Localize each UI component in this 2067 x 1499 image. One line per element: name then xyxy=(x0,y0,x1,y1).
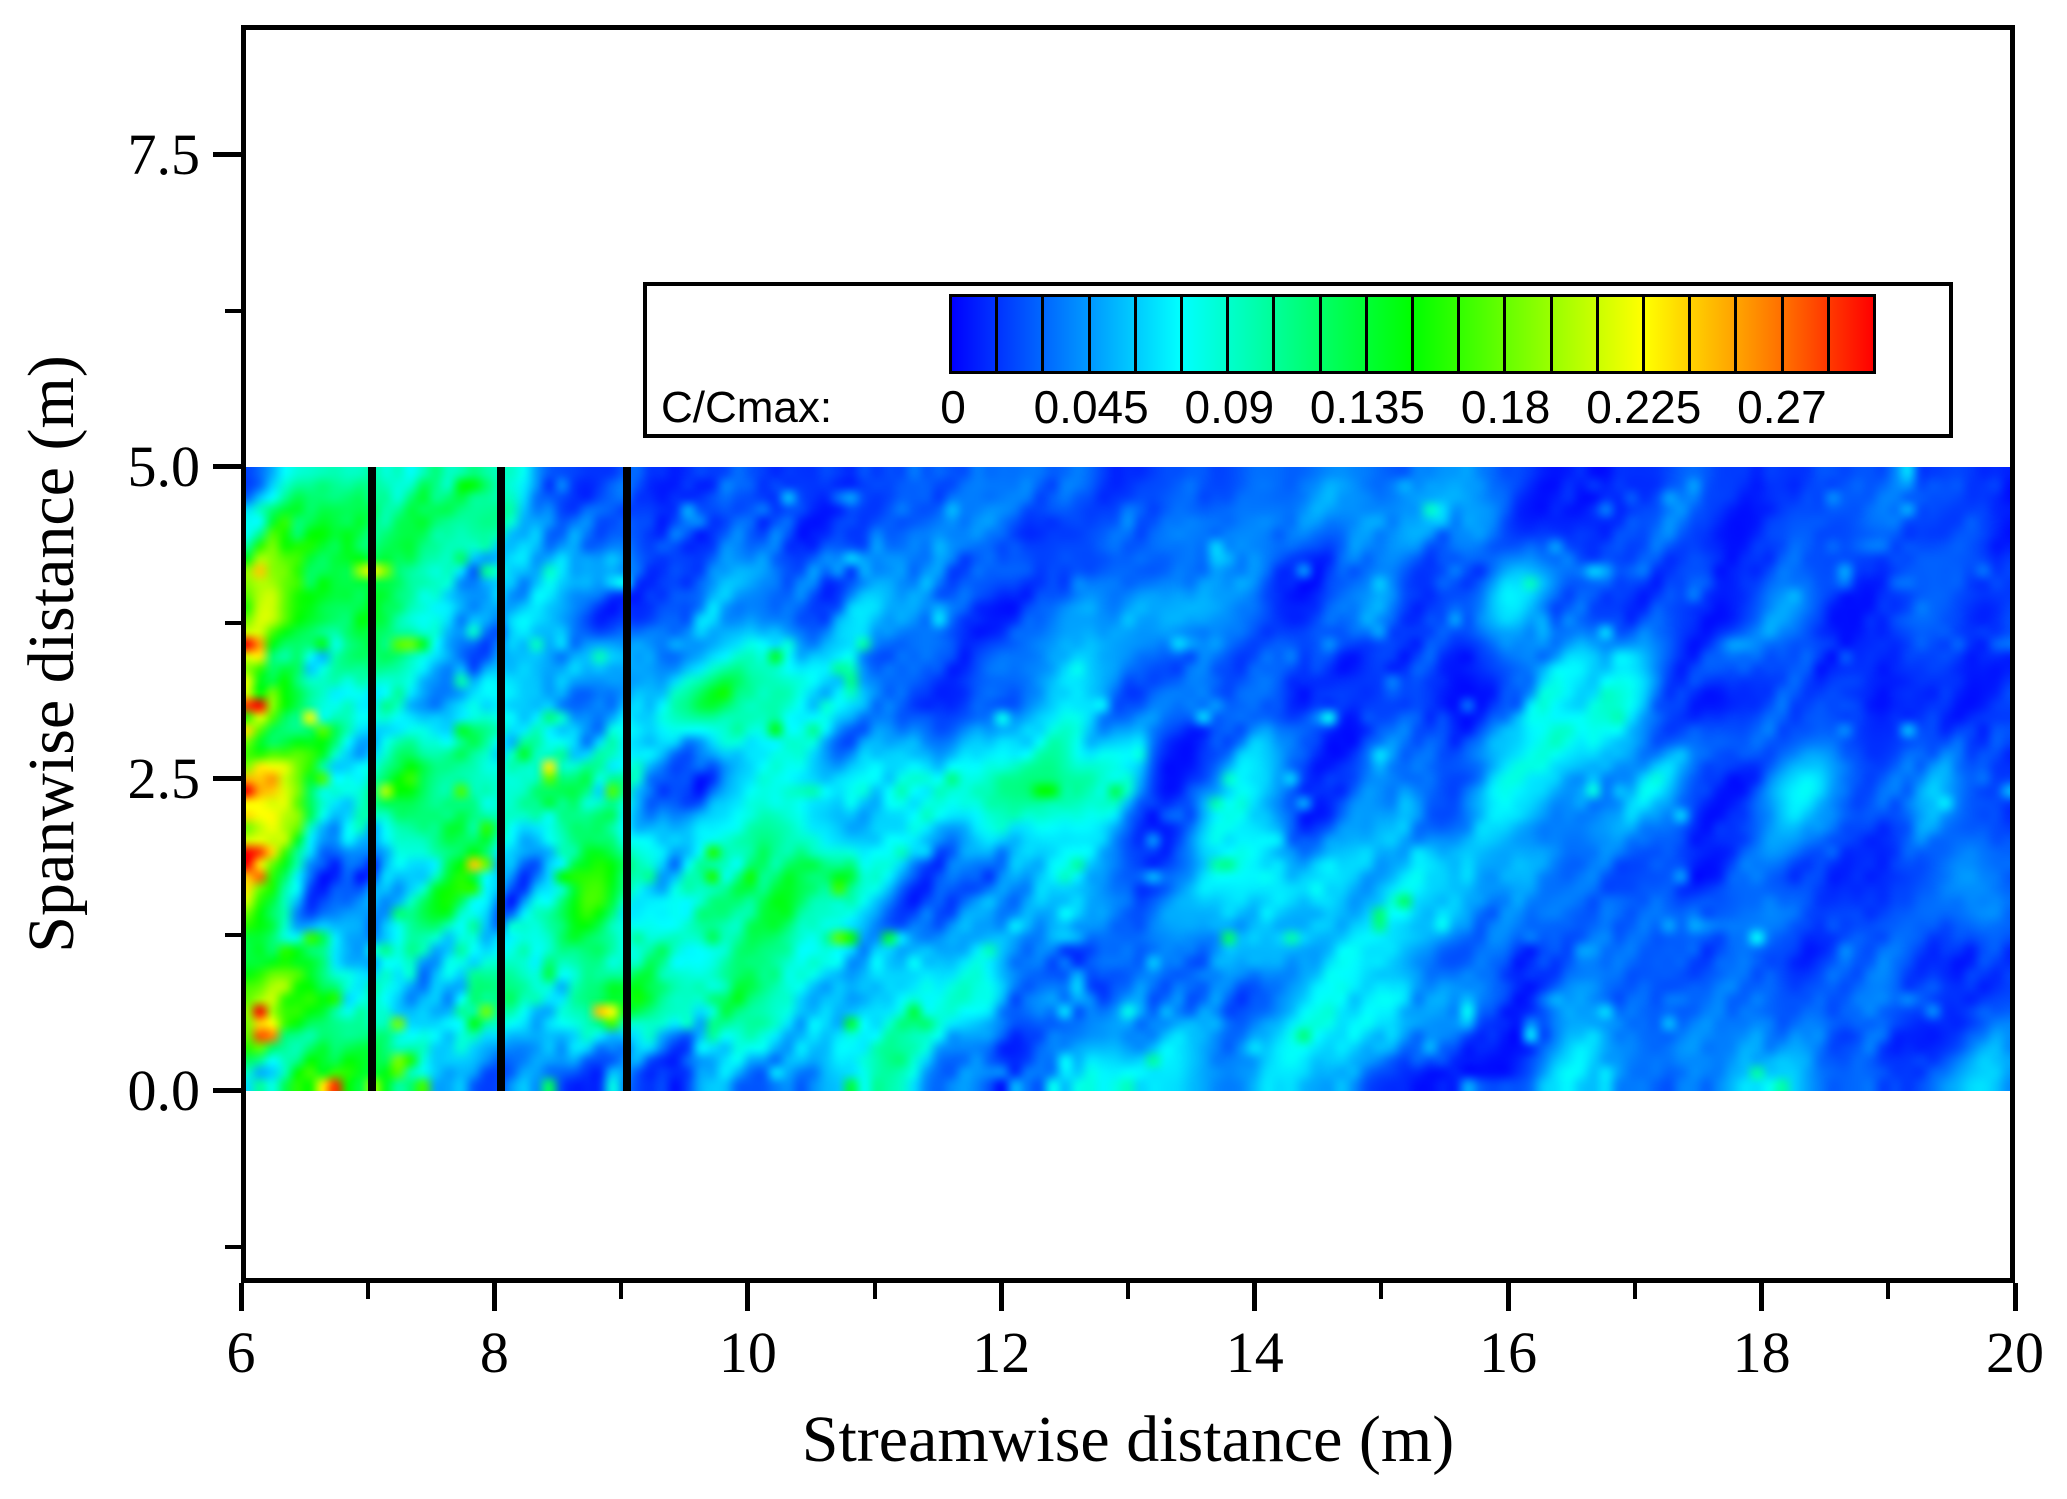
x-axis-tick-label: 12 xyxy=(972,1320,1031,1385)
marker-line xyxy=(367,467,376,1091)
colorbar-cell xyxy=(1411,297,1458,371)
colorbar-tick-label: 0.18 xyxy=(1460,381,1551,433)
colorbar-cell xyxy=(1688,297,1735,371)
x-axis-minor-tick xyxy=(619,1283,624,1299)
x-axis-title: Streamwise distance (m) xyxy=(801,1403,1455,1476)
x-axis-major-tick xyxy=(1759,1283,1765,1311)
colorbar-cell xyxy=(1780,297,1827,371)
colorbar-cell xyxy=(1549,297,1596,371)
y-axis-title: Spanwise distance (m) xyxy=(15,355,88,953)
colorbar-tick-label: 0.09 xyxy=(1184,381,1275,433)
colorbar-tick-label: 0.225 xyxy=(1586,381,1702,433)
x-axis-minor-tick xyxy=(1126,1283,1130,1299)
colorbar-cell xyxy=(1734,297,1781,371)
x-axis-major-tick xyxy=(1252,1283,1258,1311)
x-axis-minor-tick xyxy=(1632,1283,1637,1299)
colorbar-cell xyxy=(1041,297,1088,371)
colorbar-cell xyxy=(1180,297,1227,371)
x-axis-minor-tick xyxy=(1886,1283,1891,1299)
colorbar-cell xyxy=(1226,297,1273,371)
y-axis-minor-tick xyxy=(225,308,241,313)
colorbar-cell xyxy=(1364,297,1412,371)
colorbar-cell xyxy=(1272,297,1319,371)
x-axis-tick-label: 16 xyxy=(1479,1320,1538,1385)
x-axis-tick-label: 18 xyxy=(1732,1320,1791,1385)
colorbar-cell xyxy=(995,297,1042,371)
colorbar-cell xyxy=(1087,297,1134,371)
colorbar-tick-label: 0.135 xyxy=(1309,381,1425,433)
y-axis-major-tick xyxy=(213,464,241,470)
colorbar-cell xyxy=(1457,297,1504,371)
y-axis-major-tick xyxy=(213,776,241,782)
colorbar-cell xyxy=(1133,297,1181,371)
x-axis-tick-label: 14 xyxy=(1225,1320,1284,1385)
colorbar-tick-label: 0.045 xyxy=(1033,381,1149,433)
x-axis-tick-label: 8 xyxy=(479,1320,509,1385)
colorbar-cell xyxy=(1642,297,1689,371)
x-axis-major-tick xyxy=(491,1283,497,1311)
y-axis-minor-tick xyxy=(225,932,241,937)
colorbar-cell xyxy=(1826,297,1874,371)
marker-line xyxy=(496,467,505,1091)
concentration-heatmap xyxy=(241,467,2015,1091)
x-axis-tick-label: 20 xyxy=(1986,1320,2044,1385)
y-axis-minor-tick xyxy=(225,620,241,625)
y-axis-major-tick xyxy=(213,152,241,158)
y-axis-tick-label: 5.0 xyxy=(127,433,201,499)
x-axis-minor-tick xyxy=(365,1283,370,1299)
x-axis-major-tick xyxy=(1505,1283,1511,1311)
colorbar-cell xyxy=(1318,297,1365,371)
colorbar-tick-label: 0.27 xyxy=(1737,381,1827,433)
marker-line xyxy=(623,467,632,1091)
x-axis-major-tick xyxy=(998,1283,1004,1311)
x-axis-major-tick xyxy=(238,1283,244,1311)
colorbar xyxy=(949,294,1876,374)
colorbar-cell xyxy=(1503,297,1550,371)
colorbar-label: C/Cmax: xyxy=(661,383,833,432)
colorbar-cell xyxy=(952,297,996,371)
y-axis-minor-tick xyxy=(225,1244,241,1249)
colorbar-legend-box: C/Cmax: 0 0.045 0.09 0.135 0.18 0.225 0.27 xyxy=(643,282,1953,438)
y-axis-tick-label: 0.0 xyxy=(127,1057,201,1123)
x-axis-major-tick xyxy=(2012,1283,2018,1311)
x-axis-tick-label: 10 xyxy=(718,1320,777,1385)
y-axis-tick-label: 2.5 xyxy=(127,745,201,811)
x-axis-minor-tick xyxy=(872,1283,877,1299)
y-axis-tick-label: 7.5 xyxy=(127,121,201,187)
x-axis-minor-tick xyxy=(1379,1283,1384,1299)
x-axis-tick-label: 6 xyxy=(226,1320,256,1385)
y-axis-major-tick xyxy=(213,1088,241,1094)
x-axis-major-tick xyxy=(745,1283,751,1311)
colorbar-tick-label: 0 xyxy=(940,381,966,433)
colorbar-cell xyxy=(1595,297,1643,371)
